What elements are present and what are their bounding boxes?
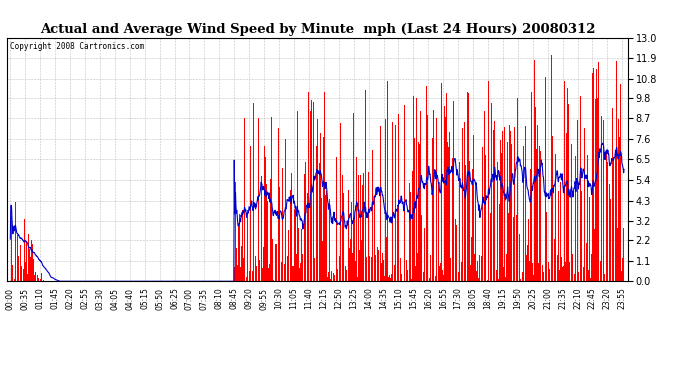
Text: Copyright 2008 Cartronics.com: Copyright 2008 Cartronics.com bbox=[10, 42, 144, 51]
Title: Actual and Average Wind Speed by Minute  mph (Last 24 Hours) 20080312: Actual and Average Wind Speed by Minute … bbox=[39, 23, 595, 36]
